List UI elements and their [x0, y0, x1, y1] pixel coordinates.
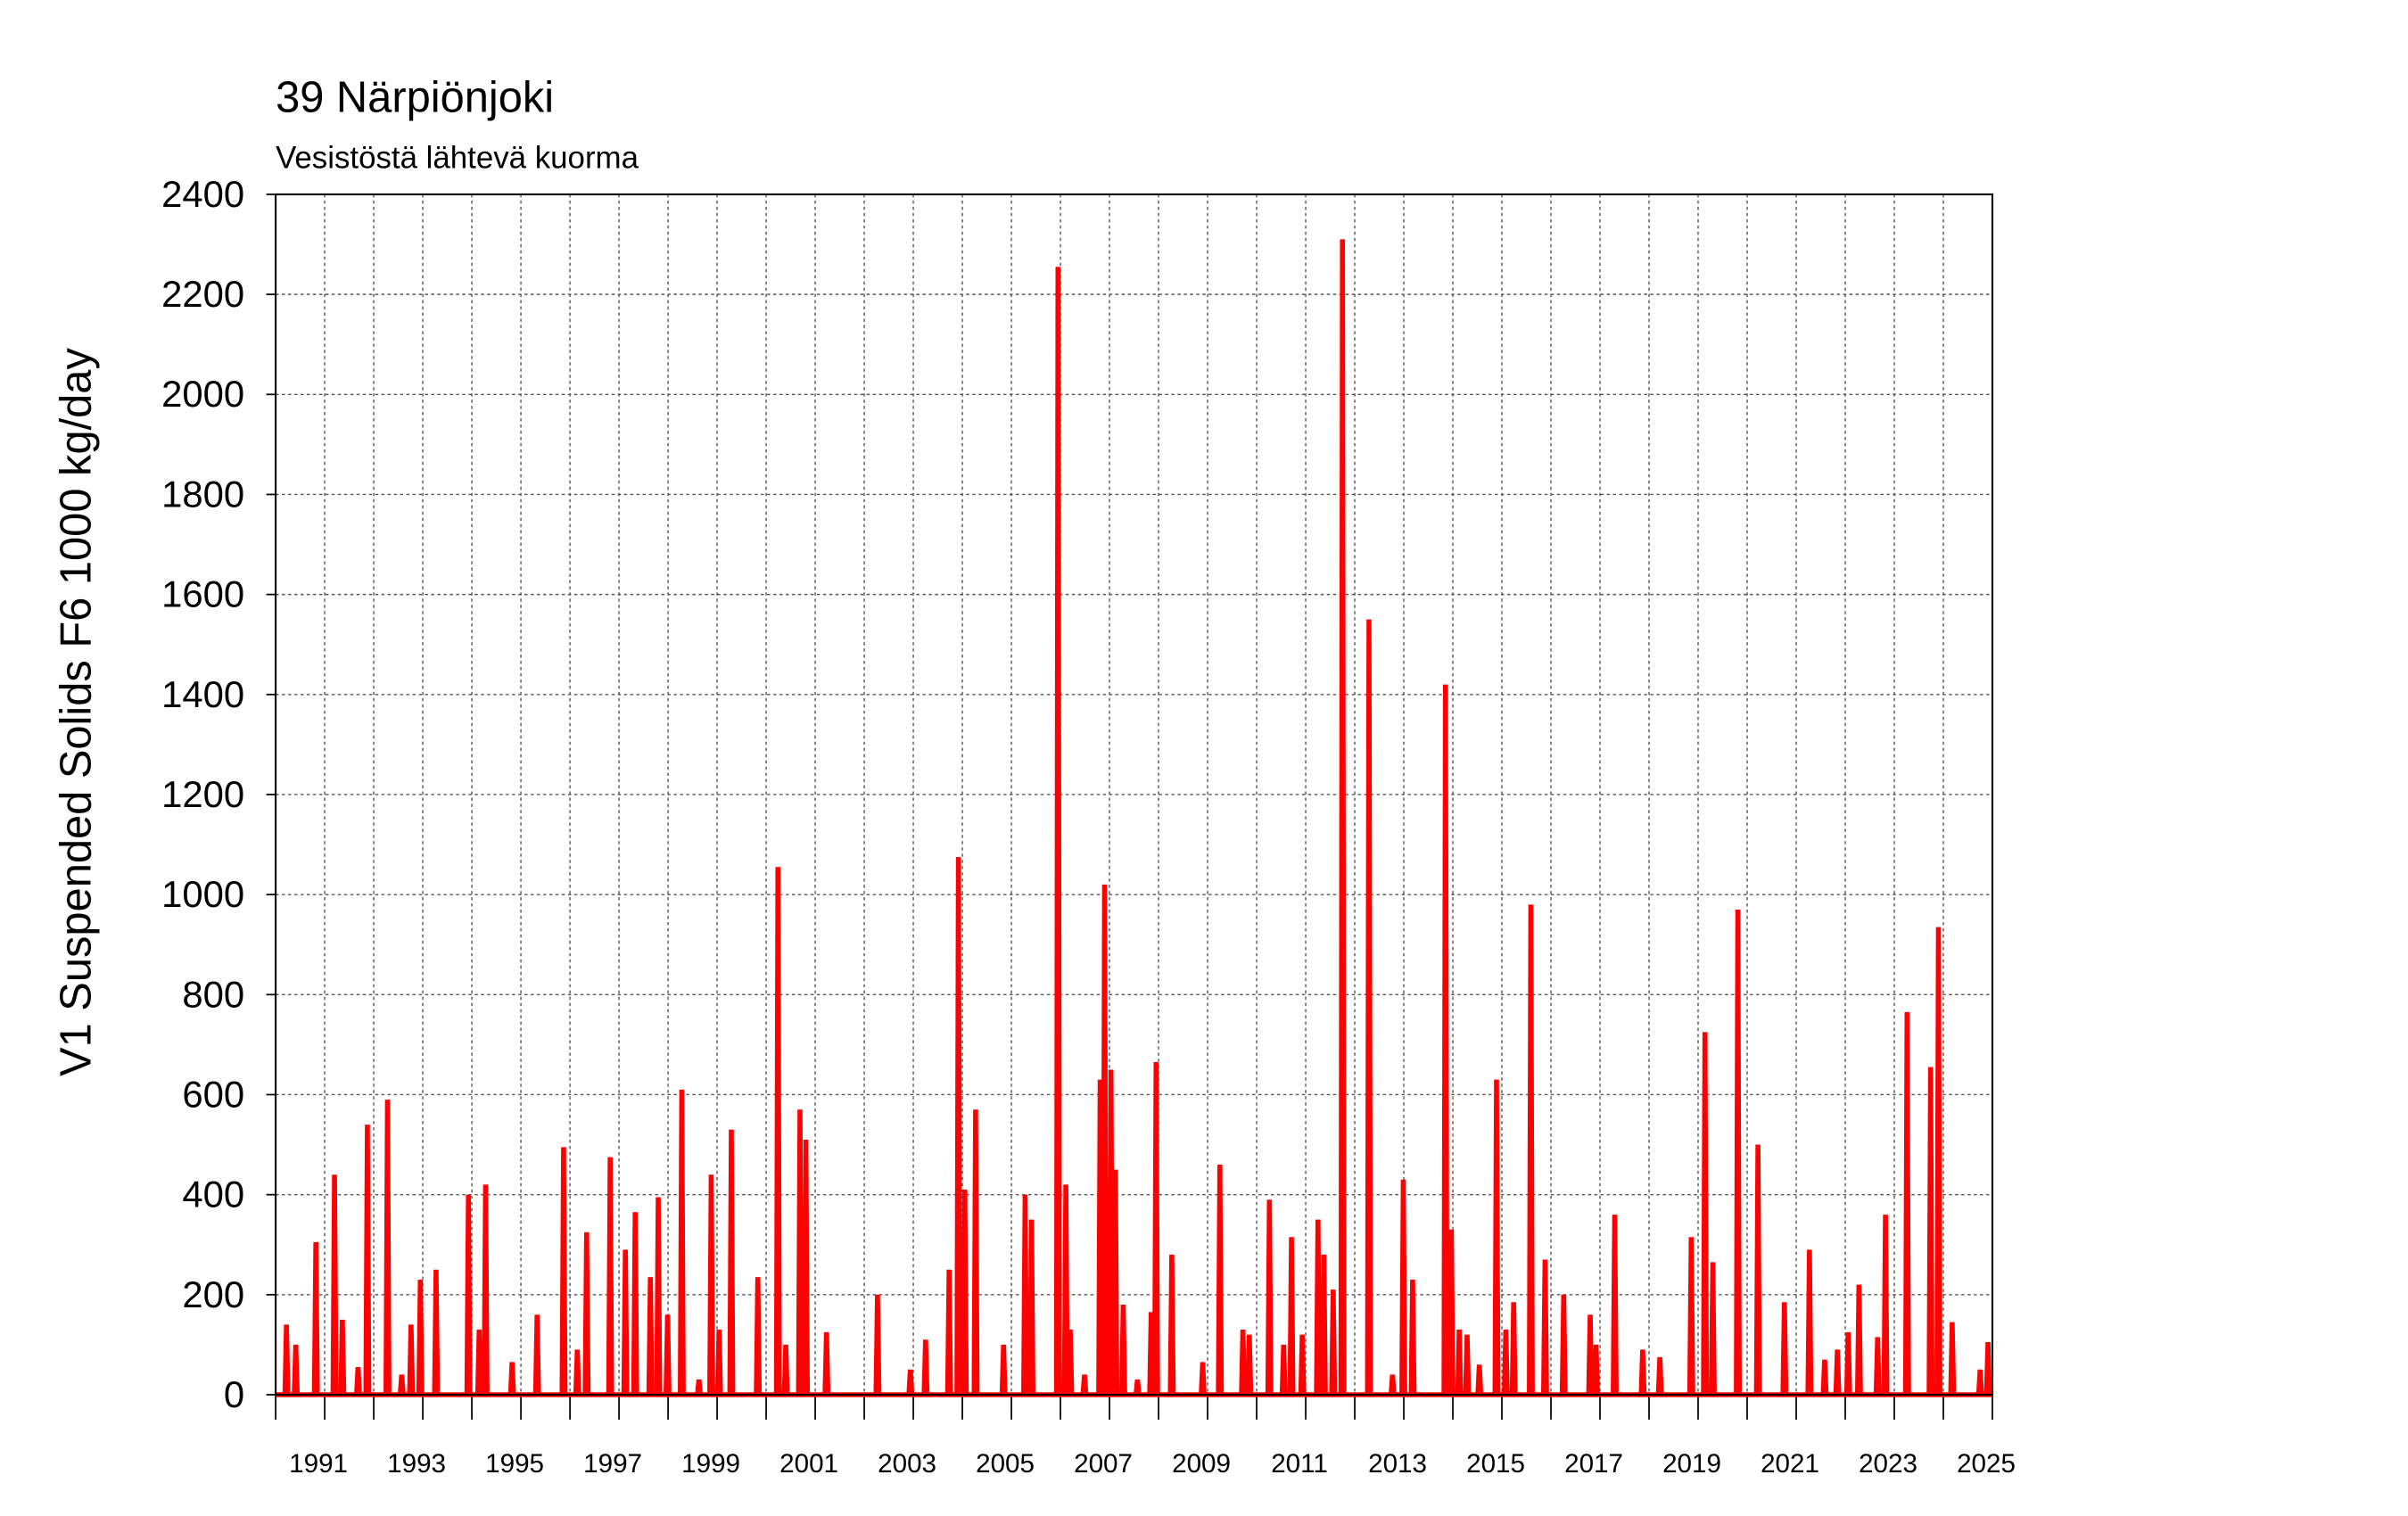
y-tick-label: 1400: [161, 673, 244, 715]
x-tick-label: 2005: [976, 1449, 1035, 1479]
x-tick-label: 2017: [1564, 1449, 1623, 1479]
y-tick-label: 200: [182, 1273, 244, 1315]
x-tick-label: 2025: [1957, 1449, 2016, 1479]
plot-area: [276, 239, 1992, 1397]
x-tick-label: 1997: [583, 1449, 642, 1479]
y-tick-label: 0: [224, 1373, 244, 1415]
y-tick-label: 2400: [161, 173, 244, 215]
x-tick-label: 2011: [1271, 1449, 1328, 1479]
x-tick-label: 2009: [1172, 1449, 1231, 1479]
y-tick-label: 1200: [161, 773, 244, 815]
data-line: [276, 239, 1992, 1397]
y-tick-label: 1800: [161, 473, 244, 515]
x-tick-label: 1991: [289, 1449, 348, 1479]
x-tick-label: 2013: [1368, 1449, 1427, 1479]
x-tick-label: 2023: [1859, 1449, 1917, 1479]
plot-frame: [275, 193, 1994, 1397]
x-tick-label: 2019: [1662, 1449, 1721, 1479]
x-tick-label: 1995: [485, 1449, 544, 1479]
x-tick-label: 2007: [1074, 1449, 1133, 1479]
x-tick-label: 2003: [878, 1449, 936, 1479]
y-axis-label: V1 Suspended Solids F6 1000 kg/day: [53, 348, 101, 1076]
y-tick-label: 2000: [161, 373, 244, 415]
chart-subtitle: Vesistöstä lähtevä kuorma: [276, 140, 639, 175]
chart-title: 39 Närpiönjoki: [276, 74, 554, 122]
y-tick-label: 600: [182, 1073, 244, 1115]
x-tick-label: 2015: [1466, 1449, 1525, 1479]
y-tick-label: 2200: [161, 273, 244, 315]
y-tick-label: 1600: [161, 573, 244, 615]
x-tick-label: 2001: [779, 1449, 838, 1479]
x-tick-label: 1999: [681, 1449, 740, 1479]
x-tick-label: 2021: [1761, 1449, 1819, 1479]
y-tick-label: 400: [182, 1174, 244, 1215]
x-tick-label: 1993: [387, 1449, 446, 1479]
y-tick-label: 800: [182, 973, 244, 1015]
y-tick-label: 1000: [161, 873, 244, 915]
